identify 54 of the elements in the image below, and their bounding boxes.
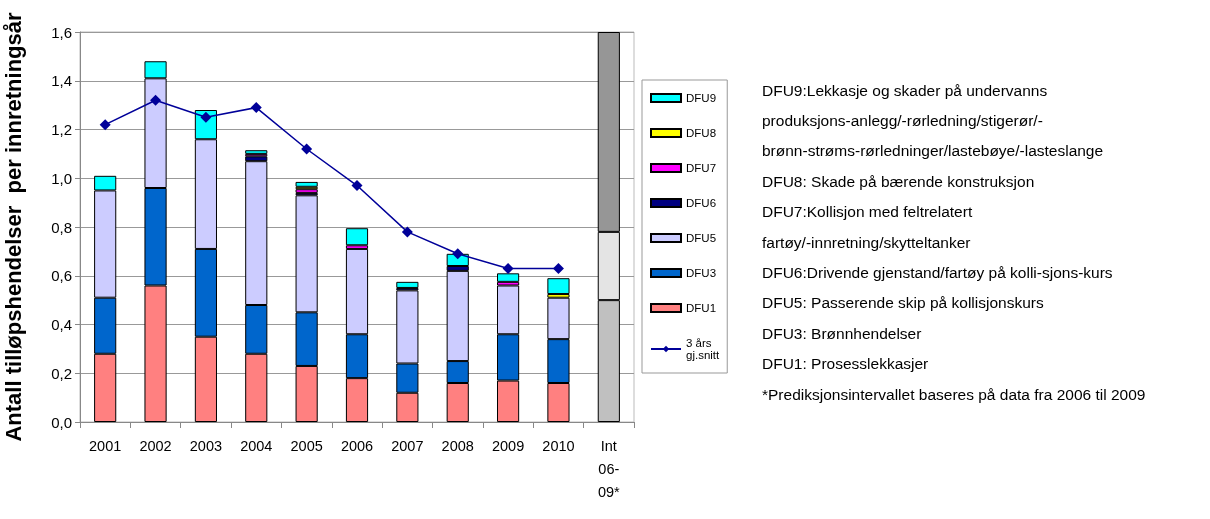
text: DFU3: Brønnhendelser <box>762 324 922 342</box>
y-tick-label: 0,0 <box>51 413 72 431</box>
y-tick-label: 0,6 <box>51 267 72 285</box>
legend-label: DFU9 <box>686 92 717 104</box>
legend-label: DFU6 <box>686 197 717 209</box>
text: DFU7:Kollisjon med feltrelatert <box>762 203 973 221</box>
text: *Prediksjonsintervallet baseres på data fra 2006 til 2009 <box>762 385 1146 403</box>
x-tick-label: 2006 <box>340 437 374 454</box>
text: produksjons-anlegg/-rørledning/stigerør/- <box>762 111 1043 129</box>
x-tick-label: 2009 <box>491 437 525 454</box>
point <box>200 111 212 123</box>
bar <box>497 273 520 282</box>
y-tick-label: 0,4 <box>51 316 72 333</box>
text: DFU8: Skade på bærende konstruksjon <box>762 172 1035 190</box>
bar <box>295 181 318 187</box>
x-tick-label: 2002 <box>139 437 172 454</box>
point <box>301 143 313 155</box>
point <box>502 262 514 274</box>
point <box>250 102 262 114</box>
point <box>150 94 162 106</box>
bar <box>345 228 369 246</box>
legend-label: 3 års gj.snitt <box>686 337 721 361</box>
y-axis-title: Antall tilløpshendelser per innretningsår <box>0 12 26 442</box>
x-tick-label: 2007 <box>391 437 424 454</box>
text: DFU5: Passerende skip på kollisjonskurs <box>762 294 1044 312</box>
bar <box>547 278 570 295</box>
text: DFU6:Drivende gjenstand/fartøy på kolli-sjons-kurs <box>762 263 1113 281</box>
y-tick-label: 1,4 <box>51 72 72 90</box>
legend-label: DFU3 <box>686 267 717 279</box>
point <box>552 262 564 274</box>
bar <box>396 281 419 288</box>
legend-label: DFU5 <box>686 232 717 244</box>
x-tick-label: 2004 <box>240 437 273 454</box>
y-tick-label: 1,0 <box>51 169 72 187</box>
text: brønn-strøms-rørledninger/lastebøye/-lasteslange <box>762 142 1104 160</box>
x-tick-label: 2008 <box>441 437 474 454</box>
y-tick-label: 0,2 <box>51 364 72 382</box>
x-tick-label: 2005 <box>290 437 323 454</box>
y-tick-label: 1,2 <box>51 121 72 138</box>
text: DFU1: Prosesslekkasjer <box>762 355 929 373</box>
y-tick-label: 1,6 <box>51 23 72 41</box>
text: DFU9:Lekkasje og skader på undervanns <box>762 81 1048 99</box>
point <box>401 226 413 238</box>
x-tick-label: 2001 <box>89 437 122 454</box>
x-tick-label: Int 06-09* <box>597 437 621 500</box>
x-tick-label: 2003 <box>189 437 223 454</box>
legend-label: DFU8 <box>686 127 717 139</box>
legend-label: DFU7 <box>686 162 717 174</box>
point <box>99 119 111 131</box>
legend-label: DFU1 <box>686 302 717 314</box>
x-tick-label: 2010 <box>542 437 575 454</box>
y-tick-label: 0,8 <box>51 218 72 236</box>
text: fartøy/-innretning/skytteltanker <box>762 233 971 251</box>
point <box>351 180 363 192</box>
